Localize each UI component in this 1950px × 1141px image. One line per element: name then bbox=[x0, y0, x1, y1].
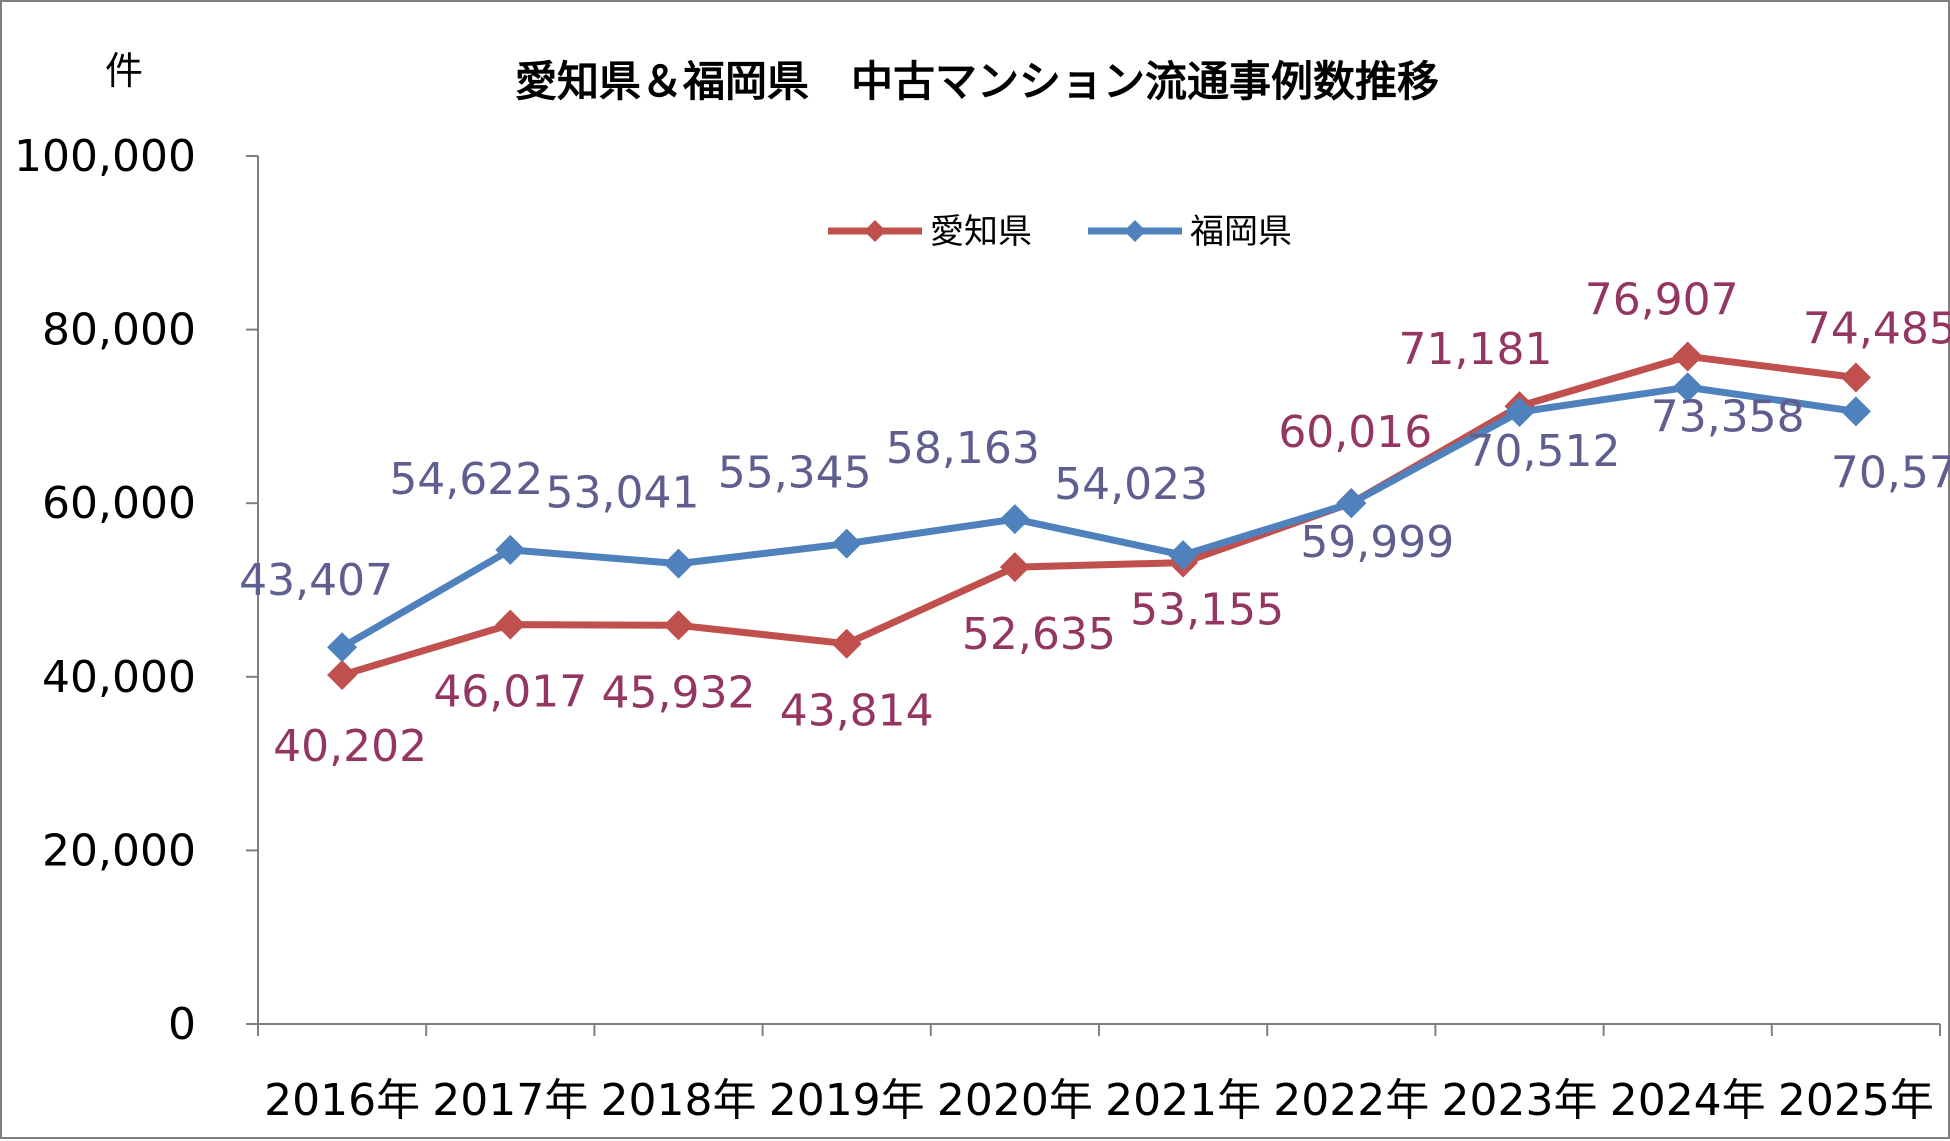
aichi-point bbox=[831, 628, 862, 659]
aichi-data-label: 46,017 bbox=[433, 667, 587, 718]
legend: 愛知県 福岡県 bbox=[828, 212, 1292, 252]
fukuoka-data-label: 70,575 bbox=[1831, 447, 1950, 498]
series-layer bbox=[327, 341, 1871, 691]
aichi-data-label: 40,202 bbox=[273, 721, 427, 772]
x-tick-label: 2018年 bbox=[601, 1075, 757, 1126]
fukuoka-data-label: 70,512 bbox=[1467, 426, 1621, 477]
fukuoka-data-label: 53,041 bbox=[546, 468, 700, 519]
fukuoka-point bbox=[1336, 488, 1367, 519]
aichi-data-label: 74,485 bbox=[1803, 303, 1950, 354]
legend-label-aichi: 愛知県 bbox=[930, 212, 1032, 252]
x-tick-label: 2016年 bbox=[264, 1075, 420, 1126]
y-tick-label: 100,000 bbox=[14, 131, 196, 182]
aichi-series-line bbox=[341, 352, 1857, 679]
legend-marker-aichi bbox=[864, 220, 886, 242]
legend-label-fukuoka: 福岡県 bbox=[1190, 212, 1292, 252]
x-tick-label: 2021年 bbox=[1105, 1075, 1261, 1126]
fukuoka-data-label: 73,358 bbox=[1651, 391, 1805, 442]
fukuoka-point bbox=[495, 534, 526, 565]
fukuoka-point bbox=[1504, 396, 1535, 427]
fukuoka-data-label: 59,999 bbox=[1300, 517, 1454, 568]
x-tick-label: 2022年 bbox=[1273, 1075, 1429, 1126]
aichi-data-label: 60,016 bbox=[1278, 407, 1432, 458]
fukuoka-data-label: 54,023 bbox=[1054, 459, 1208, 510]
fukuoka-data-label: 54,622 bbox=[389, 454, 543, 505]
fukuoka-data-label: 55,345 bbox=[718, 448, 872, 499]
x-tick-label: 2024年 bbox=[1610, 1075, 1766, 1126]
fukuoka-point bbox=[1168, 540, 1199, 571]
aichi-point bbox=[1840, 362, 1871, 393]
aichi-data-label: 71,181 bbox=[1399, 324, 1553, 375]
x-tick-label: 2017年 bbox=[432, 1075, 588, 1126]
aichi-data-label: 52,635 bbox=[962, 609, 1116, 660]
aichi-point bbox=[327, 660, 358, 691]
fukuoka-point bbox=[1840, 396, 1871, 427]
y-tick-label: 20,000 bbox=[42, 825, 196, 876]
fukuoka-data-label: 58,163 bbox=[886, 423, 1040, 474]
y-axis-unit-label: 件 bbox=[105, 49, 143, 93]
y-tick-label: 40,000 bbox=[42, 652, 196, 703]
legend-marker-fukuoka bbox=[1124, 220, 1146, 242]
x-tick-label: 2025年 bbox=[1778, 1075, 1934, 1126]
x-tick-label: 2020年 bbox=[937, 1075, 1093, 1126]
x-tick-label: 2023年 bbox=[1442, 1075, 1598, 1126]
aichi-data-label: 45,932 bbox=[602, 667, 756, 718]
fukuoka-point bbox=[831, 528, 862, 559]
x-tick-label: 2019年 bbox=[769, 1075, 925, 1126]
aichi-point bbox=[663, 610, 694, 641]
fukuoka-point bbox=[999, 504, 1030, 535]
y-tick-label: 60,000 bbox=[42, 478, 196, 529]
aichi-point bbox=[495, 609, 526, 640]
fukuoka-point bbox=[1672, 372, 1703, 403]
chart-title: 愛知県＆福岡県 中古マンション流通事例数推移 bbox=[515, 57, 1439, 106]
fukuoka-data-label: 43,407 bbox=[239, 555, 393, 606]
aichi-data-label: 43,814 bbox=[780, 686, 934, 737]
y-tick-label: 0 bbox=[168, 999, 196, 1050]
fukuoka-point bbox=[327, 632, 358, 663]
fukuoka-point bbox=[663, 548, 694, 579]
aichi-point bbox=[1672, 341, 1703, 372]
fukuoka-series-line bbox=[340, 383, 1857, 651]
y-tick-label: 80,000 bbox=[42, 305, 196, 356]
aichi-data-label: 53,155 bbox=[1130, 585, 1284, 636]
aichi-point bbox=[999, 552, 1030, 583]
aichi-data-label: 76,907 bbox=[1585, 274, 1739, 325]
